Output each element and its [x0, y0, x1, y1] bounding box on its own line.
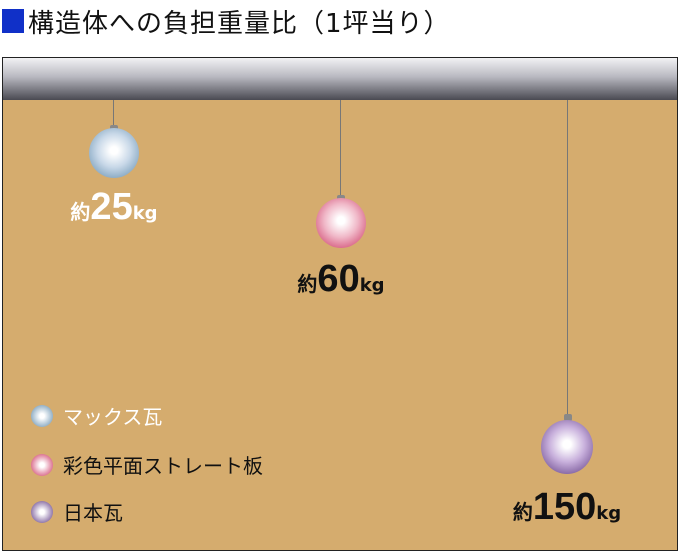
page-title: 構造体への負担重量比（1坪当り） [2, 4, 451, 39]
legend-item-nihon-kawara: 日本瓦 [31, 497, 123, 526]
string [113, 100, 114, 130]
weight-label-nihon-kawara: 約150kg [512, 486, 622, 528]
ornament-slate [316, 198, 366, 248]
legend-item-slate: 彩色平面ストレート板 [31, 450, 263, 479]
string [567, 100, 568, 420]
ornament-max-kawara [89, 128, 139, 178]
string [340, 100, 341, 200]
legend-item-max-kawara: マックス瓦 [31, 401, 162, 430]
weight-label-max-kawara: 約25kg [70, 186, 158, 228]
ceiling-beam [3, 58, 677, 100]
legend-dot-icon [31, 500, 53, 523]
legend-dot-icon [31, 404, 53, 427]
ornament-cap [564, 414, 572, 421]
legend-dot-icon [31, 453, 53, 476]
ornament-nihon-kawara [541, 420, 593, 474]
weight-diagram: 約25kg 約60kg 約150kg マックス瓦 彩色平面ストレート板 日本瓦 [2, 57, 678, 551]
title-square-icon [2, 9, 24, 33]
weight-label-slate: 約60kg [297, 258, 385, 300]
